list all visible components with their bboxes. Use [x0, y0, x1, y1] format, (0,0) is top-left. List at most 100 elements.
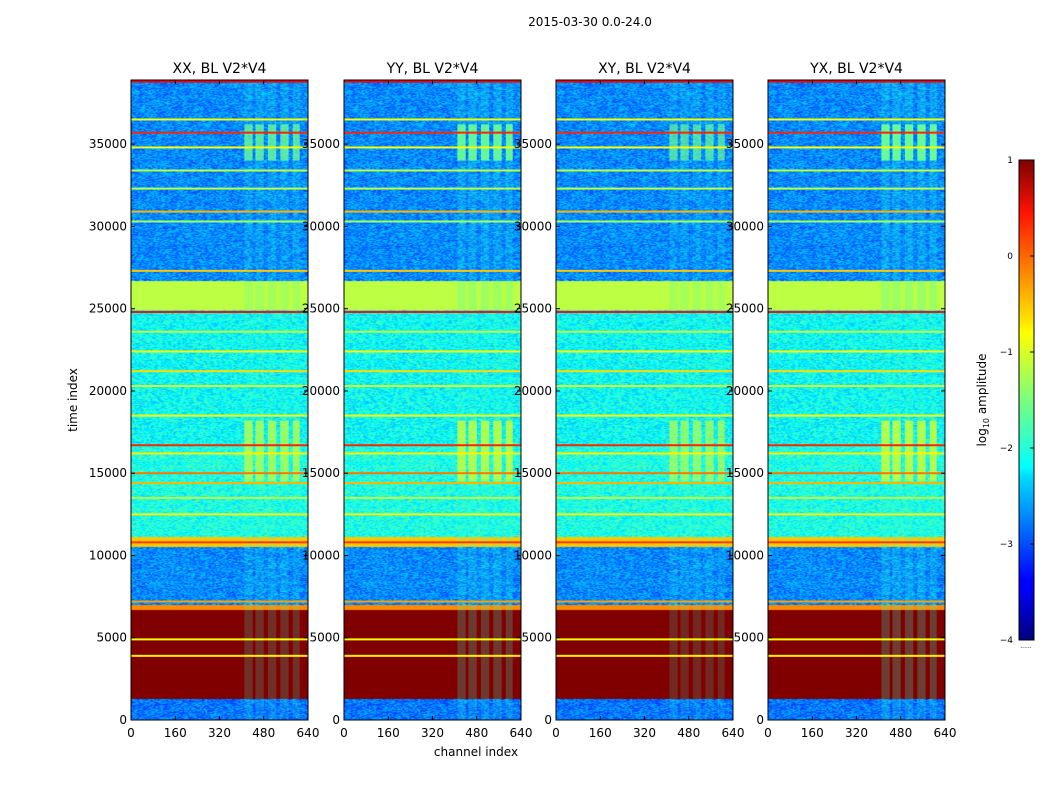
time-rfi-line	[556, 169, 733, 172]
panels: XX, BL V2*V4 0 160 320 480 640 0 5000 10000 15000…	[89, 61, 957, 740]
time-rfi-line	[768, 131, 945, 134]
y-tick-label: 25000	[302, 302, 340, 316]
time-rfi-line	[768, 472, 945, 475]
time-rfi-line	[556, 513, 733, 516]
time-rfi-line	[768, 600, 945, 603]
time-rfi-line	[131, 269, 308, 272]
rfi-block	[468, 124, 477, 161]
rfi-channel-column	[717, 80, 725, 720]
time-rfi-line	[556, 220, 733, 223]
time-rfi-line	[768, 220, 945, 223]
x-tick-label: 480	[677, 726, 700, 740]
time-rfi-line	[556, 370, 733, 373]
y-tick-label: 10000	[514, 548, 552, 562]
time-rfi-line	[131, 220, 308, 223]
time-rfi-line	[556, 350, 733, 353]
time-rfi-line	[344, 541, 521, 544]
rfi-block	[457, 420, 466, 482]
colorbar-label: log10 amplitude	[975, 354, 991, 447]
time-rfi-line	[131, 482, 308, 485]
y-tick-label: 10000	[726, 548, 764, 562]
time-rfi-line	[131, 444, 308, 447]
x-tick-label: 480	[252, 726, 275, 740]
rfi-block	[493, 124, 502, 161]
x-tick-label: 320	[421, 726, 444, 740]
rfi-channel-column	[255, 80, 264, 720]
rfi-block	[244, 420, 253, 482]
rfi-block	[680, 124, 689, 161]
time-rfi-line	[344, 269, 521, 272]
y-tick-label: 0	[119, 713, 127, 727]
rfi-channel-column	[929, 80, 937, 720]
time-rfi-line	[344, 452, 521, 455]
time-rfi-line	[768, 187, 945, 190]
time-rfi-line	[131, 187, 308, 190]
x-tick-label: 320	[208, 726, 231, 740]
panel-3: XY, BL V2*V4 0 160 320 480 640 0 5000 10000 15000…	[514, 61, 745, 740]
rfi-block	[505, 420, 513, 482]
time-rfi-line	[344, 638, 521, 641]
rfi-block	[917, 124, 926, 161]
y-tick-label: 25000	[514, 302, 552, 316]
rfi-channel-column	[692, 80, 702, 720]
time-rfi-line	[556, 482, 733, 485]
time-rfi-line	[768, 310, 945, 313]
time-rfi-line	[556, 472, 733, 475]
x-tick-label: 160	[801, 726, 824, 740]
time-rfi-line	[344, 131, 521, 134]
time-rfi-line	[344, 600, 521, 603]
rfi-block	[904, 124, 914, 161]
figure-suptitle: 2015-03-30 0.0-24.0	[528, 15, 652, 29]
colorbar-tick-label: 1	[1007, 156, 1013, 166]
colorbar-tick-label: 0	[1007, 252, 1013, 262]
y-tick-label: 20000	[726, 384, 764, 398]
time-rfi-line	[768, 269, 945, 272]
time-rfi-line	[556, 452, 733, 455]
y-tick-label: 10000	[89, 548, 127, 562]
time-rfi-line	[131, 654, 308, 657]
colorbar-ticks: 1 0 −1 −2 −3 −4	[1000, 156, 1034, 646]
time-rfi-line	[768, 330, 945, 333]
time-rfi-line	[556, 269, 733, 272]
colorbar-tick-label: −3	[1000, 540, 1013, 550]
rfi-block	[480, 420, 490, 482]
y-tick-label: 15000	[726, 466, 764, 480]
time-rfi-line	[768, 210, 945, 213]
rfi-channel-column	[457, 80, 466, 720]
rfi-block	[717, 420, 725, 482]
time-rfi-line	[768, 444, 945, 447]
time-rfi-line	[556, 600, 733, 603]
rfi-block	[892, 124, 901, 161]
time-rfi-line	[344, 444, 521, 447]
colorbar-tick-label: −1	[1000, 348, 1013, 358]
time-rfi-line	[131, 414, 308, 417]
time-rfi-line	[131, 496, 308, 499]
panel-title: XY, BL V2*V4	[598, 61, 691, 77]
y-tick-label: 35000	[514, 137, 552, 151]
rfi-block	[493, 420, 502, 482]
panel-1: XX, BL V2*V4 0 160 320 480 640 0 5000 10000 15000…	[89, 61, 320, 740]
colorbar-gradient	[1018, 159, 1035, 641]
rfi-block	[881, 420, 890, 482]
x-tick-label: 0	[552, 726, 560, 740]
time-rfi-line	[556, 414, 733, 417]
time-rfi-line	[556, 496, 733, 499]
time-rfi-line	[768, 146, 945, 149]
time-rfi-line	[131, 210, 308, 213]
rfi-channel-column	[680, 80, 689, 720]
time-rfi-line	[131, 146, 308, 149]
rfi-block	[929, 420, 937, 482]
colorbar-tick-label: −4	[1000, 636, 1014, 646]
time-rfi-line	[768, 654, 945, 657]
x-tick-label: 160	[164, 726, 187, 740]
rfi-block	[505, 124, 513, 161]
time-rfi-line	[344, 169, 521, 172]
y-tick-label: 25000	[89, 302, 127, 316]
time-rfi-line	[768, 118, 945, 121]
x-tick-label: 0	[127, 726, 135, 740]
rfi-block	[244, 124, 253, 161]
y-axis-label: time index	[66, 368, 80, 432]
rfi-block	[717, 124, 725, 161]
time-rfi-line	[344, 310, 521, 313]
x-tick-label: 320	[633, 726, 656, 740]
